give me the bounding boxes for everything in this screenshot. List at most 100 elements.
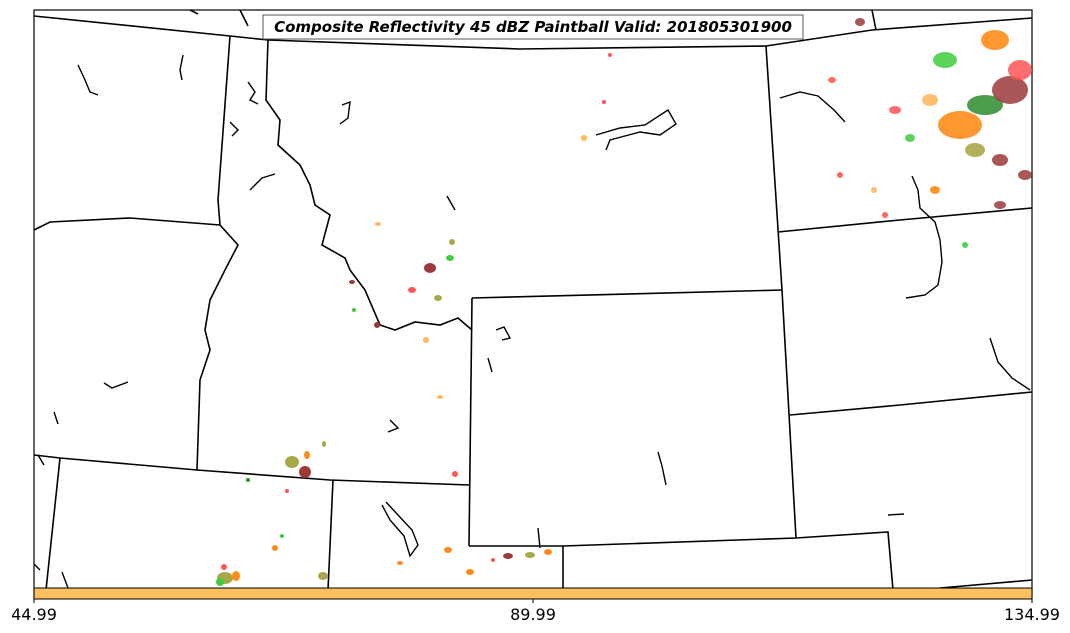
paintball-blobs [216, 18, 1032, 586]
storm-blob [423, 337, 429, 343]
lake-8 [495, 326, 512, 341]
lake-sakakawea [779, 91, 846, 123]
storm-blob [408, 287, 416, 293]
storm-blob [299, 466, 311, 478]
nevada-utah-border [327, 479, 334, 591]
storm-blob [1008, 60, 1032, 80]
storm-blob [352, 308, 356, 312]
wyoming-east-border [781, 289, 797, 539]
wyoming-south-border [469, 531, 894, 591]
storm-blob [525, 552, 535, 558]
fort-peck-lake [595, 109, 677, 151]
storm-blob [922, 94, 938, 106]
map-title: Composite Reflectivity 45 dBZ Paintball … [274, 18, 792, 36]
water-bodies [33, 54, 1031, 589]
storm-blob [322, 441, 326, 447]
storm-blob [933, 52, 957, 68]
lake-16 [887, 513, 905, 516]
storm-blob [981, 30, 1009, 50]
title-box [262, 14, 804, 40]
storm-blob [994, 201, 1006, 209]
storm-blob [424, 263, 436, 273]
storm-blob [280, 534, 284, 538]
storm-blob [930, 186, 940, 194]
idaho-west-border [196, 35, 239, 471]
storm-blob [272, 545, 278, 551]
lake-10 [103, 381, 129, 389]
storm-blob [349, 280, 355, 284]
border-notch-3 [871, 9, 877, 31]
storm-blob [503, 553, 513, 559]
idaho-montana-border [265, 39, 473, 331]
lake-14 [657, 451, 667, 486]
storm-blob [581, 135, 587, 141]
wa-or-border [33, 217, 221, 231]
storm-blob [216, 578, 224, 586]
lake-18 [33, 563, 41, 571]
storm-blob [444, 547, 452, 553]
lake-9 [487, 357, 493, 373]
lake-13 [387, 419, 400, 433]
storm-blob [466, 569, 474, 575]
wyoming-west-border [468, 297, 473, 547]
storm-blob [855, 18, 865, 26]
storm-blob [232, 571, 240, 581]
storm-blob [602, 100, 606, 104]
storm-blob [434, 295, 442, 301]
border-notch-2 [239, 9, 249, 27]
storm-blob [828, 77, 836, 83]
montana-nd-border [765, 45, 783, 291]
storm-blob [397, 561, 403, 565]
lake-2 [179, 54, 184, 81]
lake-4 [229, 121, 239, 137]
lake-12 [37, 454, 45, 466]
storm-blob [837, 172, 843, 178]
storm-blob [491, 558, 495, 562]
lake-17 [61, 571, 69, 589]
wyoming-north-border [471, 289, 783, 299]
lake-11 [53, 411, 59, 425]
storm-blob [437, 395, 443, 399]
map-frame [33, 9, 1033, 599]
storm-blob [967, 95, 1003, 115]
nd-sd-border [777, 207, 1033, 233]
storm-blob [608, 53, 612, 57]
storm-blob [962, 242, 968, 248]
storm-blob [992, 154, 1008, 166]
storm-blob [871, 187, 877, 193]
river-missouri [989, 337, 1031, 391]
lake-3 [247, 81, 259, 105]
storm-blob [938, 111, 982, 139]
nebraska-south-border [939, 579, 1033, 589]
colorbar-tick-label-min: 44.99 [11, 605, 57, 624]
lake-7 [446, 195, 456, 211]
storm-blob [882, 212, 888, 218]
border-notch-1 [189, 9, 199, 15]
storm-blob [1018, 170, 1032, 180]
lake-oahe [905, 175, 943, 299]
great-salt-lake [381, 501, 419, 558]
colorbar-tick-label-mid: 89.99 [510, 605, 556, 624]
storm-blob [905, 134, 915, 142]
storm-blob [285, 456, 299, 468]
storm-blob [889, 106, 901, 114]
lake-5 [249, 173, 276, 191]
storm-blob [318, 572, 328, 580]
storm-blob [221, 564, 227, 570]
lake-6 [339, 100, 351, 125]
storm-blob [375, 222, 381, 226]
lake-1 [77, 64, 99, 96]
sd-ne-border [789, 391, 1033, 416]
storm-blob [449, 239, 455, 245]
idaho-south-border [33, 454, 470, 486]
storm-blob [446, 255, 454, 261]
colorbar-tick-label-max: 134.99 [1004, 605, 1060, 624]
storm-blob [246, 478, 250, 482]
storm-blob [965, 143, 985, 157]
nevada-west-border [45, 457, 61, 591]
state-boundaries [33, 9, 1033, 591]
storm-blob [304, 451, 310, 459]
storm-blob [452, 471, 458, 477]
storm-blob [544, 549, 552, 555]
